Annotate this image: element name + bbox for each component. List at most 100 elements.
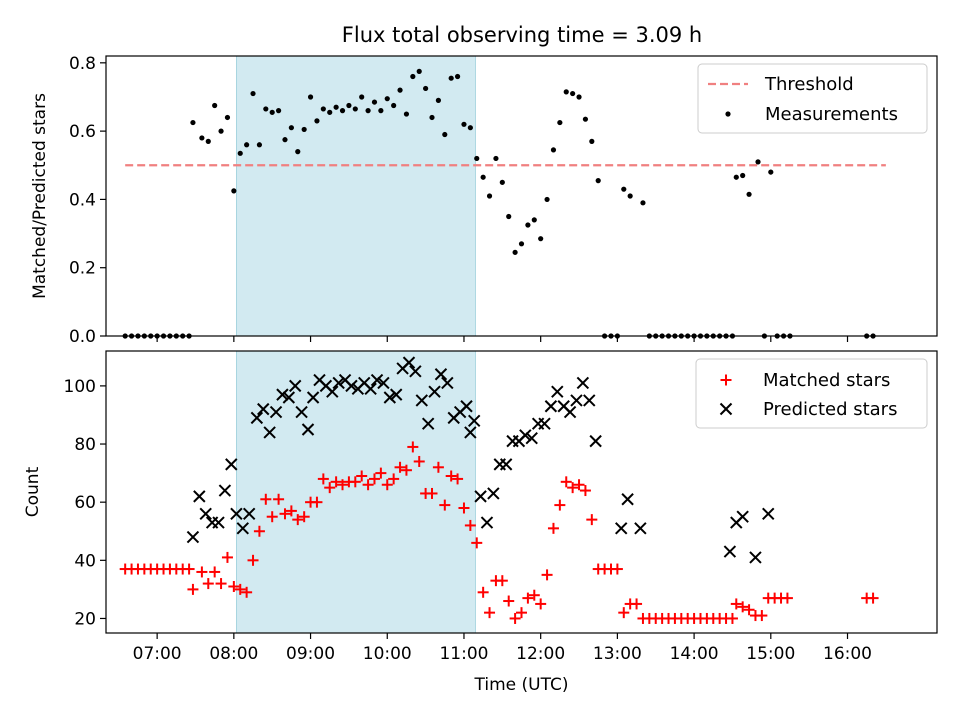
predicted-star-point xyxy=(474,490,487,503)
measurement-point xyxy=(244,142,250,148)
measurement-point xyxy=(275,108,282,114)
matched-star-point xyxy=(253,525,265,537)
x-tick-label: 11:00 xyxy=(439,644,488,664)
predicted-star-point xyxy=(377,376,390,390)
measurement-point xyxy=(461,121,467,127)
predicted-star-point xyxy=(402,356,416,369)
predicted-star-point xyxy=(621,493,634,506)
bottom-panel: 20 40 60 80 100 07:00 08:00 09:00 10:00 11:00 12:… xyxy=(23,350,938,695)
matched-star-point xyxy=(228,580,240,592)
matched-star-point xyxy=(554,499,566,511)
matched-star-point xyxy=(458,502,470,514)
matched-star-point xyxy=(516,607,527,619)
predicted-star-point xyxy=(383,391,397,404)
matched-star-point xyxy=(311,496,323,508)
predicted-star-point xyxy=(736,510,749,523)
matched-star-point xyxy=(298,511,310,523)
matched-star-point xyxy=(381,479,393,491)
measurement-point xyxy=(403,111,410,117)
measurement-point xyxy=(371,99,378,105)
top-panel: 0.00.20.40.60.8 Matched/Predicted stars … xyxy=(30,54,938,347)
matched-star-point xyxy=(266,511,278,523)
measurement-point xyxy=(486,193,493,199)
matched-star-point xyxy=(496,575,508,587)
predicted-star-point xyxy=(295,405,308,419)
matched-star-point xyxy=(317,473,329,485)
measurement-point xyxy=(250,90,256,97)
measurement-point xyxy=(237,150,243,156)
measurement-point xyxy=(352,106,358,112)
measurement-point xyxy=(544,196,550,203)
matched-star-point xyxy=(535,598,547,610)
matched-star-point xyxy=(452,473,464,485)
legend-threshold-label: Threshold xyxy=(764,74,854,95)
predicted-star-point xyxy=(576,376,590,390)
chart-title: Flux total observing time = 3.09 h xyxy=(342,23,702,47)
x-tick-label: 15:00 xyxy=(746,644,795,664)
measurement-point xyxy=(384,96,390,102)
y-tick-label: 0.0 xyxy=(69,327,96,347)
measurement-point xyxy=(224,114,231,121)
matched-star-point xyxy=(234,583,246,595)
matched-star-point xyxy=(202,578,214,590)
predicted-star-point xyxy=(460,400,473,413)
measurement-point xyxy=(582,116,589,122)
measurement-point xyxy=(506,213,512,220)
matched-star-point xyxy=(737,601,749,613)
legend-top: Threshold Measurements xyxy=(697,63,928,134)
y-tick-label: 0.6 xyxy=(69,122,96,142)
predicted-star-point xyxy=(551,385,564,398)
predicted-star-point xyxy=(218,484,232,497)
matched-star-point xyxy=(324,482,336,494)
y-ticks-bottom: 20 40 60 80 100 xyxy=(64,377,106,629)
measurement-point xyxy=(518,241,525,247)
matched-star-point xyxy=(528,589,540,601)
matched-star-point xyxy=(464,519,476,531)
measurement-point xyxy=(480,174,486,180)
predicted-star-point xyxy=(570,394,583,407)
x-tick-label: 14:00 xyxy=(670,644,719,664)
matched-star-point xyxy=(867,592,879,604)
measurement-point xyxy=(474,155,480,162)
matched-star-point xyxy=(183,563,195,575)
measurement-point xyxy=(467,125,473,131)
matched-star-point xyxy=(187,583,199,595)
matched-star-point xyxy=(349,476,361,488)
predicted-star-points xyxy=(186,356,775,564)
matched-star-point xyxy=(541,569,553,581)
measurement-point xyxy=(288,125,294,131)
matched-star-point xyxy=(611,563,623,575)
matched-star-point xyxy=(579,485,591,497)
measurement-point xyxy=(231,188,237,194)
matched-star-point xyxy=(196,566,208,578)
predicted-star-point xyxy=(415,394,428,407)
measurement-point xyxy=(525,222,531,228)
x-ticks-bottom: 07:00 08:00 09:00 10:00 11:00 12:00 13:00 14:00… xyxy=(133,633,872,664)
measurement-point xyxy=(423,85,429,92)
matched-star-points xyxy=(119,441,879,624)
measurement-point xyxy=(538,236,544,242)
predicted-star-point xyxy=(345,379,358,393)
observing-span-highlight xyxy=(236,55,476,337)
measurement-point xyxy=(576,94,582,100)
measurement-point xyxy=(256,142,263,148)
measurement-point xyxy=(442,131,448,138)
predicted-star-point xyxy=(519,429,532,442)
measurement-point xyxy=(263,106,269,112)
predicted-star-point xyxy=(441,376,454,390)
y-tick-label: 0.2 xyxy=(69,259,96,279)
predicted-star-point xyxy=(186,530,200,544)
measurement-point xyxy=(429,114,435,121)
predicted-star-point xyxy=(370,373,384,387)
y-tick-label: 20 xyxy=(74,609,96,629)
predicted-star-point xyxy=(306,391,320,404)
measurement-point xyxy=(365,108,371,114)
measurement-point xyxy=(499,179,505,185)
matched-star-point xyxy=(522,592,534,604)
matched-star-point xyxy=(413,455,425,467)
measurement-point xyxy=(301,126,307,133)
x-tick-label: 12:00 xyxy=(516,644,565,664)
predicted-star-point xyxy=(525,432,538,445)
matched-star-point xyxy=(279,508,291,520)
